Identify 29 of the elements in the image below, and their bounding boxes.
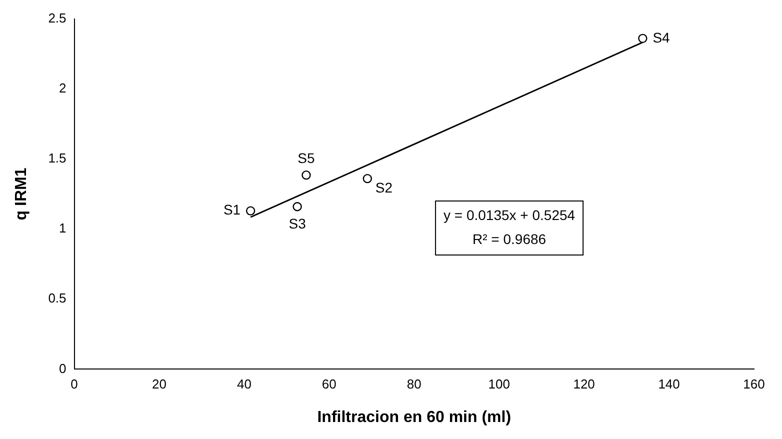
point bbox=[246, 206, 256, 216]
annotation: S4 bbox=[652, 29, 670, 46]
point bbox=[362, 174, 372, 184]
annotation: S5 bbox=[298, 150, 316, 166]
annotation: y = 0.0135x + 0.5254 bbox=[444, 206, 576, 223]
x-tick-label: 80 bbox=[406, 376, 422, 392]
y-tick-label: 2.5 bbox=[48, 10, 66, 26]
y-tick-label: 1 bbox=[59, 220, 66, 236]
x-tick-label: 100 bbox=[488, 376, 510, 392]
annotation: S1 bbox=[223, 202, 241, 218]
y-tick-label: 2 bbox=[59, 80, 66, 96]
x-tick-label: 0 bbox=[70, 376, 78, 392]
annotation: S3 bbox=[288, 215, 306, 232]
point bbox=[292, 202, 302, 212]
x-tick-label: 140 bbox=[658, 376, 680, 392]
annotation: R² = 0.9686 bbox=[472, 230, 546, 247]
y-tick-label: 0.5 bbox=[48, 290, 66, 306]
y-axis-title: q IRM1 bbox=[13, 168, 30, 220]
y-tick-label: 1.5 bbox=[48, 150, 66, 166]
x-axis-title: Infiltracion en 60 min (ml) bbox=[317, 408, 512, 426]
x-tick-label: 60 bbox=[322, 376, 336, 392]
x-tick-label: 160 bbox=[743, 376, 765, 392]
x-tick-label: 40 bbox=[236, 376, 252, 392]
point bbox=[638, 34, 648, 44]
y-tick-label: 0 bbox=[59, 360, 66, 376]
annotation: S2 bbox=[375, 179, 393, 196]
x-tick-label: 120 bbox=[573, 376, 595, 392]
x-tick-label: 20 bbox=[152, 376, 166, 392]
point bbox=[302, 170, 311, 180]
